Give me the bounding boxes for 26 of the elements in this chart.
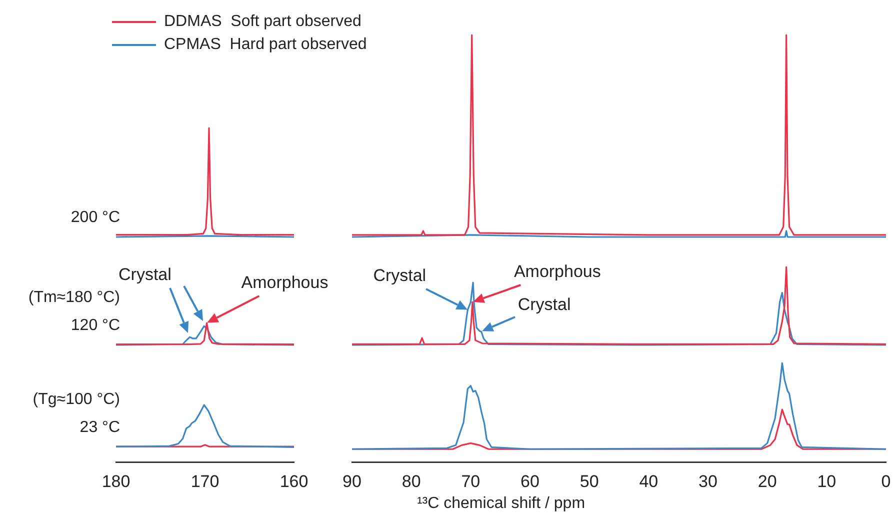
annotation: Crystal [373,266,426,286]
x-tick-label: 50 [580,472,599,491]
x-tick-label: 180 [102,472,130,491]
x-tick-label: 70 [461,472,480,491]
legend-label: CPMAS Hard part observed [164,36,367,54]
annotation: 200 °C [70,208,120,228]
annotation: Amorphous [241,273,328,293]
annotation: 120 °C [70,317,120,334]
text: Crystal [118,265,172,285]
x-tick-label: 10 [817,472,836,491]
annotation: Crystal [518,294,571,315]
annotation: Amorphous [514,262,601,282]
annotation: (Tg≈100 °C) [32,391,120,408]
x-tick-label: 90 [342,472,362,491]
x-tick-label: 0 [881,472,891,491]
x-tick-label: 40 [639,472,658,491]
x-tick-label: 170 [190,472,220,491]
annotation: 23 °C [80,419,120,436]
x-tick-label: 80 [402,472,421,491]
x-tick-label: 160 [280,472,308,491]
text: (Tm≈180 °C) [28,289,120,306]
x-tick-label: 60 [520,472,540,491]
x-axis-title: ¹³C chemical shift / ppm [416,494,586,514]
x-tick-label: 30 [698,472,718,491]
legend-label: DDMAS Soft part observed [164,12,362,30]
x-tick-label: 20 [758,472,777,491]
